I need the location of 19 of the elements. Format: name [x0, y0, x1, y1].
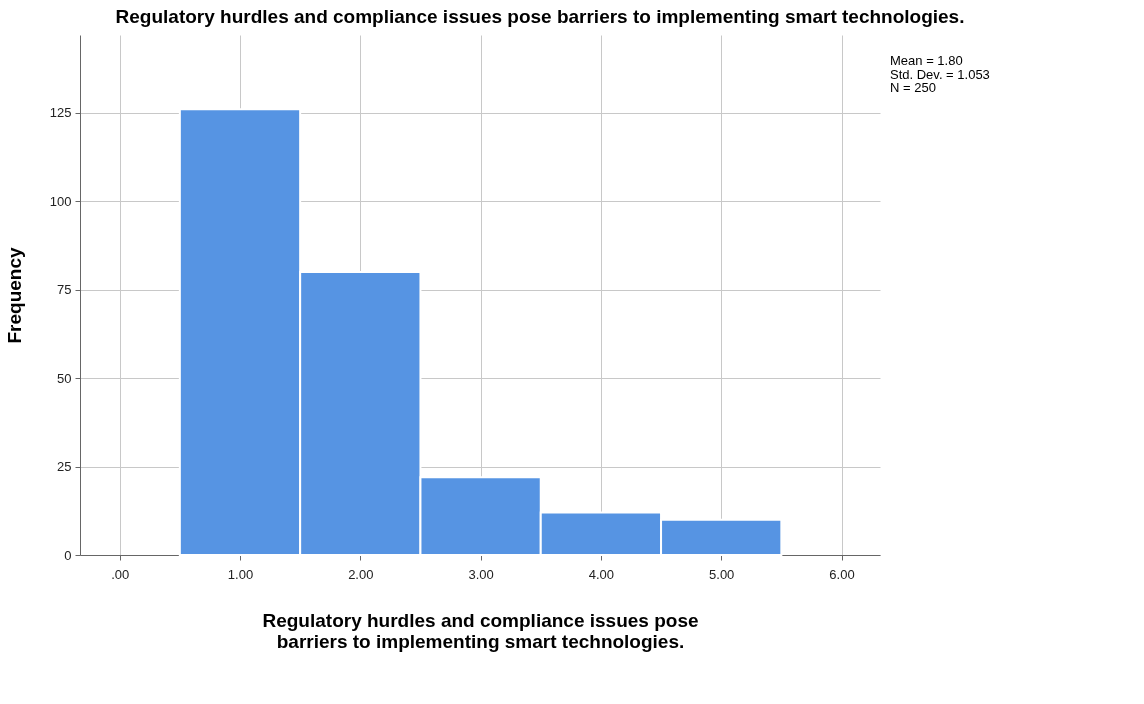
y-tick-label: 125 [49, 105, 72, 121]
x-tick-label: 2.00 [348, 566, 374, 582]
x-tick-label: 3.00 [468, 566, 494, 582]
y-tick-label: 25 [57, 459, 72, 475]
text: Std. Dev. = 1.053 [890, 66, 990, 82]
x-tick-label: 5.00 [709, 566, 735, 582]
x-axis-title: Regulatory hurdles and compliance issues pose barriers to implementing smart technologies. [262, 609, 699, 652]
y-tick-label: 0 [64, 547, 72, 563]
chart-title: Regulatory hurdles and compliance issues pose barriers to implementing smart technologies. [115, 6, 965, 27]
text: N = 250 [890, 80, 936, 95]
x-tick-label: 4.00 [588, 566, 615, 582]
y-tick-label: 75 [57, 282, 72, 298]
x-tick-label: 6.00 [829, 566, 855, 582]
y-tick-label: 100 [49, 193, 72, 209]
x-tick-label: .00 [111, 566, 130, 582]
text: Mean = 1.80 [890, 53, 963, 68]
x-tick-label: 1.00 [227, 566, 254, 582]
y-tick-label: 50 [57, 370, 72, 386]
y-axis-title: Frequency [3, 247, 25, 344]
